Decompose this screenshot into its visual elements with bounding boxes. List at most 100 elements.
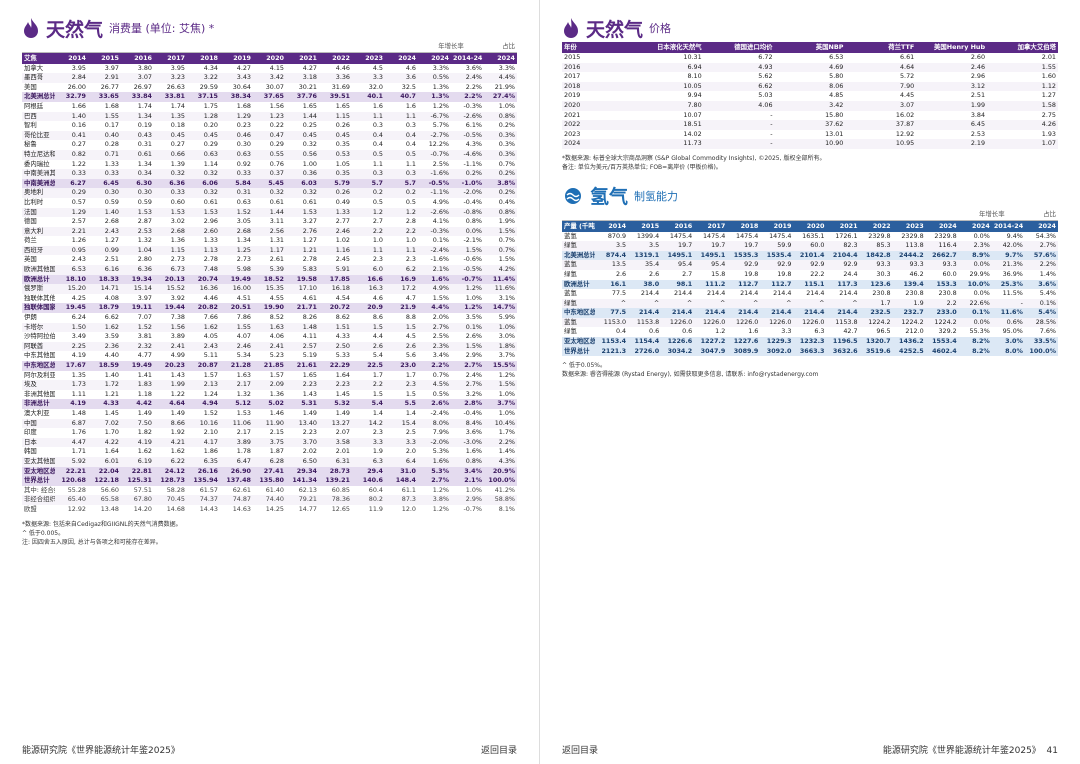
table-cell: 4.45 xyxy=(899,91,915,100)
table-cell: 1.55 xyxy=(987,62,1058,73)
table-cell: 5.5 xyxy=(385,399,418,409)
table-cell: 0.2% xyxy=(484,188,517,198)
back-link[interactable]: 返回目录 xyxy=(562,746,599,756)
table-cell: 139.21 xyxy=(319,476,352,486)
table-cell: 0.2 xyxy=(385,188,418,198)
table-cell: 65.40 xyxy=(55,495,88,505)
table-cell: 2020 xyxy=(253,52,286,64)
back-link[interactable]: 返回目录 xyxy=(480,746,517,756)
table-cell: 奥地利 xyxy=(22,188,55,198)
table-cell: ^ xyxy=(595,298,629,309)
table-cell: 6.45 xyxy=(88,178,121,189)
table-cell: 2.46 xyxy=(916,62,988,73)
table-cell: 27.4% xyxy=(484,92,517,102)
table-cell: 0.2% xyxy=(451,169,484,179)
table-cell: 2.46 xyxy=(220,341,253,352)
table-cell: 7.02 xyxy=(88,418,121,429)
table-cell: 16.00 xyxy=(220,284,253,294)
table-cell: 214.4 xyxy=(793,308,827,318)
table-cell: 6.16 xyxy=(88,265,121,275)
table-cell: 57.6% xyxy=(1024,250,1058,261)
table-cell: 美国Henry Hub xyxy=(916,42,988,53)
table-row: 西班牙 0.95 0.99 1.04 1.15 1.13 1.25 1.17 1.21 1.16 1… xyxy=(22,245,517,256)
table-cell: 1.1 xyxy=(385,245,418,256)
table-row: 印度 1.76 1.70 1.82 1.92 2.10 2.17 2.15 2.23 2.07 2.… xyxy=(22,428,517,438)
table-cell: 1.53 xyxy=(154,207,187,218)
table-cell: 0.55 xyxy=(253,149,286,160)
table-cell: 1.13 xyxy=(187,245,220,256)
table-cell: 1.60 xyxy=(1041,72,1056,81)
table-row: 中南美洲其他国家0.330.330.340.320.320.330.370.36… xyxy=(22,169,517,179)
table-cell: 32.79 xyxy=(55,92,88,102)
section-header: 氢气 制氢能力 xyxy=(562,182,1058,210)
table-cell: 33.65 xyxy=(88,92,121,102)
table-cell: 8.66 xyxy=(154,418,187,429)
table-cell: 1.51 xyxy=(319,322,352,333)
table-cell: ^ xyxy=(826,298,860,309)
table-cell: 4.26 xyxy=(987,120,1058,130)
table-cell: 21.71 xyxy=(286,303,319,314)
table-cell: 26.97 xyxy=(133,82,152,91)
table-cell: 1.33 xyxy=(319,207,352,218)
table-cell: 1.93 xyxy=(1041,129,1056,138)
table-cell: 1399.4 xyxy=(636,231,660,240)
table-cell: 153.3 xyxy=(925,279,959,290)
table-row: 亚太地区总计22.2122.0422.8124.1226.1626.9027.4… xyxy=(22,466,517,477)
table-cell: 1.0% xyxy=(498,389,515,398)
table-row: 巴西 1.40 1.55 1.34 1.35 1.28 1.29 1.23 1.44 1.15 1.… xyxy=(22,111,517,122)
table-cell: 1.92 xyxy=(170,428,185,437)
table-cell: 62.61 xyxy=(232,485,251,494)
table-cell: 2.17 xyxy=(236,428,251,437)
table-cell: 4.15 xyxy=(269,63,284,72)
table-cell: 230.8 xyxy=(872,289,891,298)
table-cell: 77.5 xyxy=(595,308,629,318)
table-cell: -1.0% xyxy=(451,178,484,189)
table-row: 韩国 1.71 1.64 1.62 1.62 1.86 1.78 1.87 2.02 2.01 1.… xyxy=(22,447,517,457)
table-cell: 12.92 xyxy=(895,129,915,138)
table-cell: 3.6 xyxy=(385,73,418,83)
table-cell: 54.3% xyxy=(1035,231,1056,240)
table-cell: 特立尼达和多巴哥 xyxy=(22,149,55,160)
table-cell: 26.00 xyxy=(67,82,86,91)
table-cell: 2023 xyxy=(352,52,385,64)
table-cell: 6.87 xyxy=(55,418,88,429)
table-cell: 19.7 xyxy=(727,241,761,251)
table-cell: 2.2 xyxy=(925,298,959,309)
table-cell: 亚太地区总计 xyxy=(22,466,55,477)
table-cell: 2.68 xyxy=(220,226,253,237)
table-cell: 0.2 xyxy=(352,188,385,198)
table-cell: 2329.8 xyxy=(934,231,957,240)
table-cell: 17.10 xyxy=(286,284,319,294)
table-cell: 2.2% xyxy=(418,361,451,371)
table-cell: - xyxy=(703,120,775,130)
table-cell: 3.2% xyxy=(465,389,482,398)
table-cell: 6.35 xyxy=(187,456,220,467)
table-cell: 2.3% xyxy=(958,241,992,251)
table-cell: 3.81 xyxy=(137,332,152,341)
table-cell: 2.84 xyxy=(55,73,88,83)
table-cell: -0.4% xyxy=(463,197,482,206)
group-row: 年增长率 占比 xyxy=(22,42,517,53)
table-cell: 3.12 xyxy=(916,81,988,92)
table-cell: 2014 xyxy=(55,52,88,64)
table-cell: 3.5% xyxy=(465,313,482,322)
table-cell: 1227.2 xyxy=(694,337,728,347)
table-cell: 2018 xyxy=(187,52,220,64)
table-cell: 1.8% xyxy=(484,341,517,352)
table-row: 独联体其他国家 4.25 4.08 3.97 3.92 4.46 4.51 4.55 4.61 4… xyxy=(22,294,517,304)
table-cell: 0.0% xyxy=(973,231,990,240)
table-cell: 0.31 xyxy=(220,188,253,198)
table-cell: 6.61 xyxy=(899,53,915,61)
table-cell: 22.04 xyxy=(88,466,121,477)
table-cell: 214.4 xyxy=(727,308,761,318)
table-cell: 2.60 xyxy=(970,53,986,61)
table-cell: 19.49 xyxy=(220,274,253,285)
table-cell: 92.9 xyxy=(760,260,794,270)
table-cell: -0.5% xyxy=(451,130,484,141)
table-cell: 14.77 xyxy=(298,504,317,513)
table-cell: 2.73 xyxy=(170,255,185,264)
table-cell: 80.2 xyxy=(352,495,385,505)
table-cell: 1.43 xyxy=(302,389,317,398)
table-cell: 4.61 xyxy=(302,293,317,302)
table-row: 2021 10.07 - 15.80 16.02 3.84 2.75 xyxy=(562,111,1058,121)
